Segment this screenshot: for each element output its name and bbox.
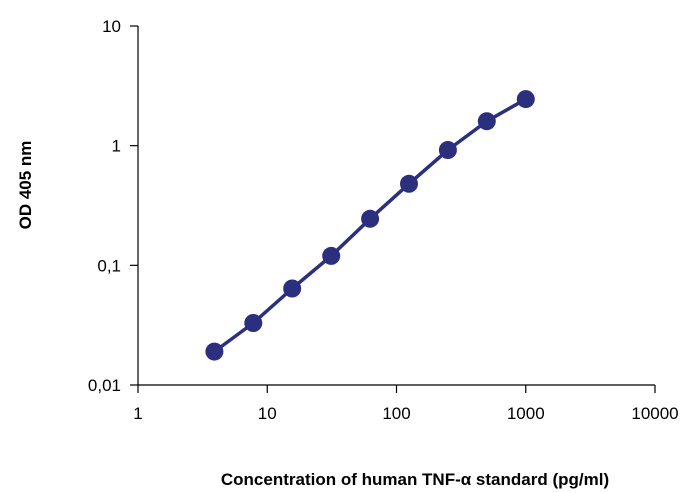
y-axis-title: OD 405 nm [16, 141, 35, 230]
y-tick-label: 0,01 [88, 376, 121, 395]
x-tick-label: 100 [382, 404, 410, 423]
data-point [205, 342, 224, 361]
x-tick-label: 1 [133, 404, 142, 423]
data-point [400, 174, 418, 193]
data-point [438, 141, 457, 159]
x-tick-label: 1000 [507, 404, 545, 423]
y-tick-label: 1 [112, 137, 121, 156]
data-point [283, 279, 302, 298]
data-point [361, 209, 380, 228]
data-point [322, 246, 341, 265]
x-axis-title: Concentration of human TNF-α standard (p… [221, 470, 609, 489]
data-point [244, 314, 263, 332]
axes: 0,01 0,1 1 10 1 10 100 1000 10000 [88, 17, 679, 423]
series-layer [205, 90, 535, 361]
data-point [516, 90, 535, 109]
x-tick-label: 10 [258, 404, 277, 423]
y-tick-label: 0,1 [97, 256, 121, 275]
data-point [477, 112, 496, 131]
x-tick-label: 10000 [631, 404, 678, 423]
y-tick-label: 10 [102, 17, 121, 36]
